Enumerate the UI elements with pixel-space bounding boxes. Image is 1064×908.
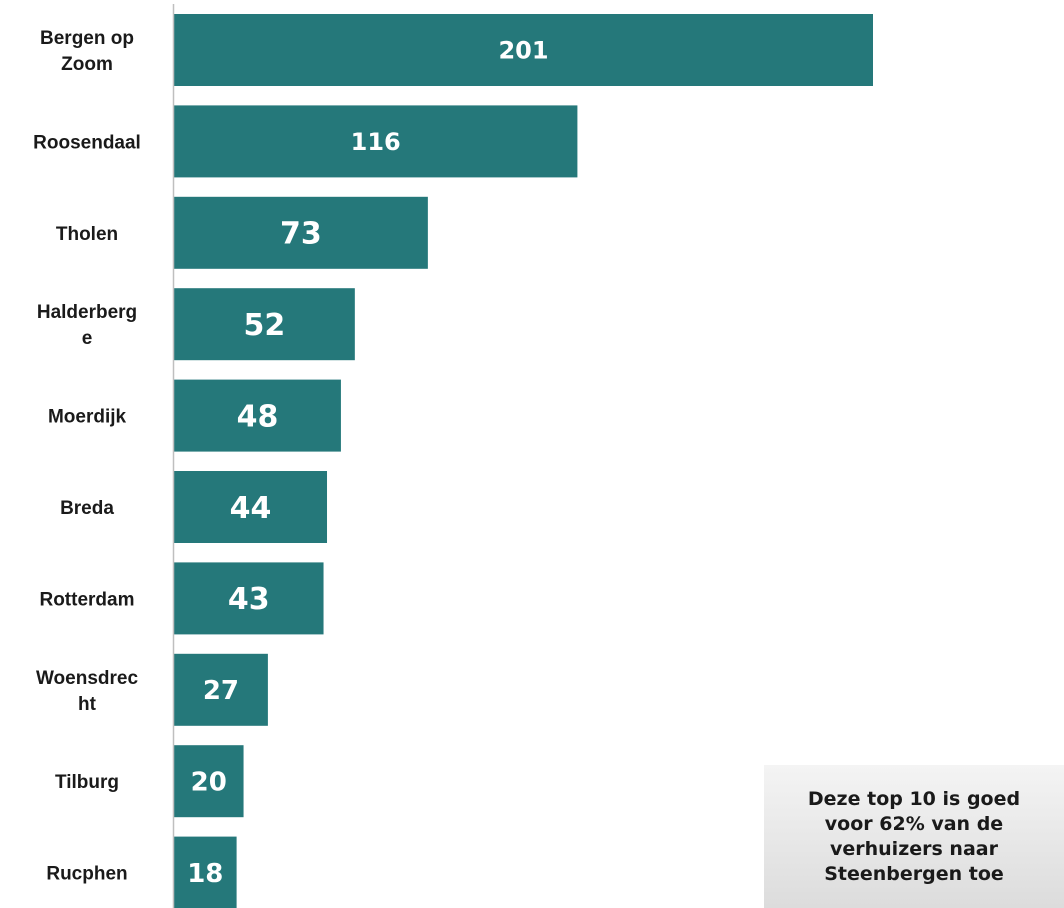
category-label: Halderberg e [37,302,137,349]
bar [174,836,237,908]
category-label: Breda [60,498,114,519]
bar [174,14,873,86]
category-label: Roosendaal [33,132,141,153]
category-label: Moerdijk [48,407,127,428]
value-label: 73 [280,217,322,252]
value-label: 20 [191,768,227,798]
value-label: 52 [244,308,286,343]
value-label: 201 [498,37,548,65]
bar [174,288,355,361]
bar [174,653,268,726]
bar [174,745,244,818]
note-box: Deze top 10 is goed voor 62% van de verh… [764,765,1064,908]
bar [174,471,328,543]
note-text: Deze top 10 is goed voor 62% van de verh… [807,787,1021,885]
value-label: 116 [351,128,401,156]
bar [174,196,428,269]
value-label: 48 [237,399,279,434]
category-label: Tilburg [55,772,119,793]
value-label: 44 [230,491,272,526]
value-label: 43 [228,582,270,617]
bar [174,379,341,452]
category-label: Rucphen [46,864,127,885]
bar [174,105,578,178]
category-label: Bergen op Zoom [40,28,134,75]
bar [174,562,324,635]
category-label: Rotterdam [39,589,134,610]
value-label: 27 [203,676,239,706]
category-label: Woensdrec ht [36,668,139,715]
category-label: Tholen [56,224,118,245]
value-label: 18 [187,859,223,889]
